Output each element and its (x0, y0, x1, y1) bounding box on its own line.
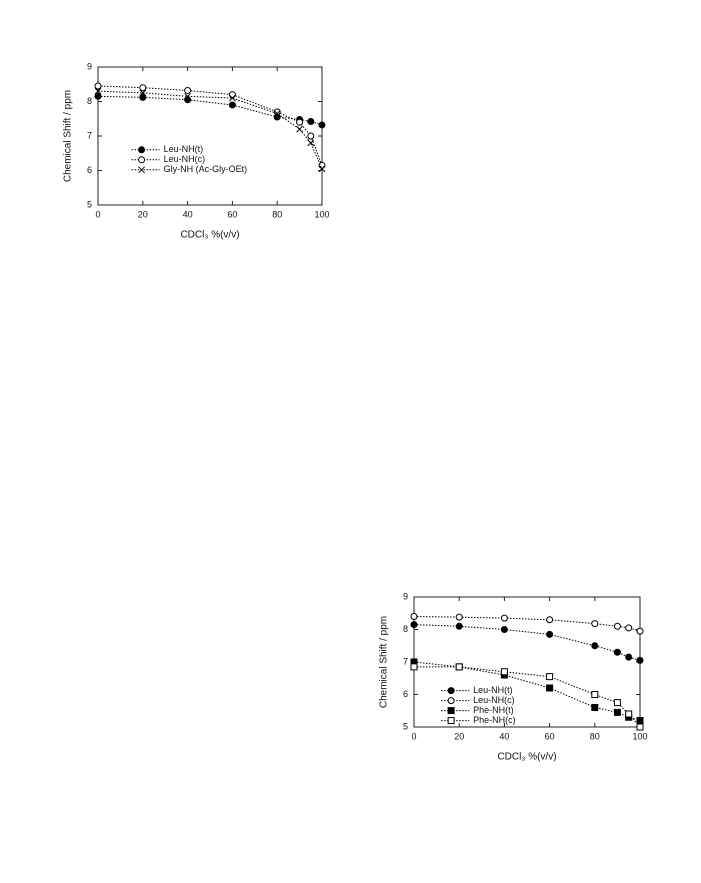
legend-marker (447, 697, 455, 705)
x-tick-label: 0 (95, 209, 100, 219)
legend-label: Leu-NH(c) (164, 154, 206, 164)
legend-label: Gly-NH (Ac-Gly-OEt) (164, 164, 248, 174)
marker (410, 621, 418, 629)
legend-label: Phe-NH(c) (473, 715, 516, 725)
marker (410, 613, 418, 620)
marker (318, 165, 326, 173)
y-tick-label: 5 (403, 721, 408, 731)
legend-label: Leu-NH(t) (473, 685, 513, 695)
marker (307, 139, 315, 147)
marker (636, 656, 644, 664)
marker (184, 86, 192, 94)
x-axis-label: CDCl₃ %(v/v) (180, 230, 239, 241)
marker (591, 642, 599, 650)
x-axis-label: CDCl₃ %(v/v) (497, 752, 556, 763)
legend-marker (138, 156, 146, 164)
legend-label: Leu-NH(t) (164, 144, 204, 154)
marker (636, 723, 644, 731)
marker (94, 87, 102, 95)
marker (94, 82, 102, 90)
x-tick-label: 40 (499, 731, 509, 741)
x-tick-label: 40 (183, 209, 193, 219)
marker (546, 630, 554, 638)
marker (455, 663, 463, 671)
marker (613, 708, 621, 716)
legend-marker (447, 707, 455, 715)
x-tick-label: 80 (272, 209, 282, 219)
y-tick-label: 9 (87, 61, 92, 71)
marker (229, 94, 236, 102)
x-tick-label: 60 (227, 209, 237, 219)
marker (591, 704, 599, 711)
marker (636, 627, 644, 635)
marker (613, 622, 621, 630)
x-tick-label: 20 (454, 731, 464, 741)
marker (307, 132, 315, 140)
marker (500, 626, 508, 633)
marker (139, 89, 147, 97)
marker (625, 653, 633, 661)
x-tick-label: 80 (590, 731, 600, 741)
y-tick-label: 9 (403, 591, 408, 601)
series-line (413, 661, 641, 721)
y-tick-label: 7 (87, 130, 92, 140)
marker (296, 118, 304, 126)
legend-marker (138, 146, 146, 154)
marker (546, 684, 554, 692)
marker (591, 620, 599, 628)
x-tick-label: 0 (411, 731, 416, 741)
y-axis-label: Chemical Shift / ppm (379, 616, 390, 708)
marker (228, 91, 236, 99)
marker (273, 110, 281, 117)
marker (94, 92, 102, 100)
marker (455, 613, 463, 621)
marker (410, 663, 418, 671)
marker (184, 96, 192, 104)
x-tick-label: 20 (138, 209, 148, 219)
y-tick-label: 6 (403, 689, 408, 699)
x-tick-label: 100 (632, 731, 647, 741)
series-line (97, 90, 323, 169)
legend-marker (447, 717, 455, 725)
y-axis-label: Chemical Shift / ppm (63, 90, 74, 182)
marker (591, 691, 599, 698)
legend-marker (138, 166, 145, 174)
y-tick-label: 8 (87, 96, 92, 106)
marker (228, 101, 236, 109)
x-tick-label: 60 (545, 731, 555, 741)
y-tick-label: 6 (87, 165, 92, 175)
marker (139, 93, 147, 101)
marker (500, 668, 508, 676)
y-tick-label: 8 (403, 624, 408, 634)
marker (546, 616, 554, 624)
marker (546, 673, 554, 681)
marker (625, 710, 633, 718)
x-tick-label: 100 (314, 209, 329, 219)
marker (636, 717, 644, 724)
marker (318, 121, 326, 129)
marker (296, 125, 303, 133)
marker (625, 624, 633, 632)
legend-label: Phe-NH(t) (473, 705, 514, 715)
marker (307, 118, 315, 126)
marker (613, 648, 621, 656)
marker (139, 84, 147, 92)
marker (613, 699, 621, 707)
marker (184, 92, 191, 100)
marker (500, 614, 508, 622)
legend-label: Leu-NH(c) (473, 695, 515, 705)
y-tick-label: 7 (403, 656, 408, 666)
marker (455, 622, 463, 630)
y-tick-label: 5 (87, 199, 92, 209)
legend-marker (447, 687, 455, 695)
